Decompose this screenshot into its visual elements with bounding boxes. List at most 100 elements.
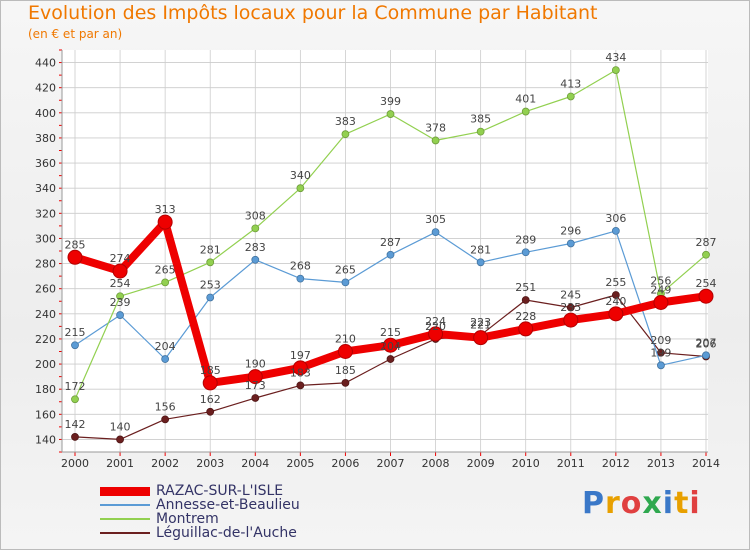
x-tick-label: 2013 bbox=[647, 457, 675, 470]
data-label: 245 bbox=[560, 289, 581, 302]
y-tick-label: 360 bbox=[35, 157, 56, 170]
data-point bbox=[698, 288, 714, 304]
data-point bbox=[251, 224, 260, 233]
data-point bbox=[247, 369, 263, 385]
data-point bbox=[341, 379, 350, 387]
data-label: 399 bbox=[380, 95, 401, 108]
data-label: 413 bbox=[560, 77, 581, 90]
data-point bbox=[611, 66, 620, 74]
data-label: 287 bbox=[380, 236, 401, 249]
data-point bbox=[202, 375, 218, 391]
legend-swatch bbox=[100, 486, 150, 496]
data-point bbox=[521, 107, 530, 116]
data-label: 215 bbox=[65, 326, 86, 339]
data-label: 221 bbox=[470, 319, 491, 332]
y-tick-label: 440 bbox=[35, 57, 56, 70]
y-tick-label: 200 bbox=[35, 358, 56, 371]
y-tick-label: 320 bbox=[35, 207, 56, 220]
data-point bbox=[431, 228, 440, 237]
data-label: 378 bbox=[425, 121, 446, 134]
data-label: 265 bbox=[155, 263, 176, 276]
data-point bbox=[431, 136, 440, 145]
data-label: 256 bbox=[650, 275, 671, 288]
data-point bbox=[292, 360, 308, 376]
data-point bbox=[518, 321, 534, 337]
x-tick-label: 2008 bbox=[422, 457, 450, 470]
data-label: 383 bbox=[335, 115, 356, 128]
data-label: 197 bbox=[290, 349, 311, 362]
data-point bbox=[71, 433, 79, 441]
data-label: 255 bbox=[605, 276, 626, 289]
data-label: 199 bbox=[650, 346, 671, 359]
data-label: 306 bbox=[605, 212, 626, 225]
x-tick-label: 2011 bbox=[557, 457, 585, 470]
data-label: 401 bbox=[515, 93, 536, 106]
x-tick-label: 2000 bbox=[61, 457, 89, 470]
data-label: 254 bbox=[110, 277, 131, 290]
data-point bbox=[341, 130, 350, 139]
proxiti-logo: Proxiti bbox=[582, 486, 701, 521]
data-label: 140 bbox=[110, 420, 131, 433]
data-label: 190 bbox=[245, 358, 266, 371]
data-label: 268 bbox=[290, 260, 311, 273]
data-label: 185 bbox=[200, 364, 221, 377]
data-point bbox=[206, 293, 215, 302]
data-label: 281 bbox=[200, 243, 221, 256]
data-point bbox=[476, 258, 485, 267]
x-tick-label: 2001 bbox=[106, 457, 134, 470]
x-tick-label: 2002 bbox=[151, 457, 179, 470]
data-label: 340 bbox=[290, 169, 311, 182]
data-label: 265 bbox=[335, 263, 356, 276]
data-label: 204 bbox=[380, 340, 401, 353]
data-label: 142 bbox=[65, 418, 86, 431]
data-point bbox=[296, 184, 305, 193]
data-label: 204 bbox=[155, 340, 176, 353]
data-label: 385 bbox=[470, 113, 491, 126]
data-label: 305 bbox=[425, 213, 446, 226]
x-tick-label: 2010 bbox=[512, 457, 540, 470]
y-tick-label: 420 bbox=[35, 82, 56, 95]
data-point bbox=[383, 337, 398, 353]
data-label: 206 bbox=[696, 338, 717, 351]
data-label: 289 bbox=[515, 233, 536, 246]
data-label: 207 bbox=[696, 336, 717, 349]
data-label: 173 bbox=[245, 379, 266, 392]
data-point bbox=[67, 249, 83, 265]
data-point bbox=[386, 110, 395, 118]
legend-label: RAZAC-SUR-L'ISLE bbox=[156, 483, 284, 499]
y-tick-label: 280 bbox=[35, 258, 56, 271]
data-point bbox=[296, 381, 305, 390]
data-point bbox=[112, 263, 128, 279]
data-label: 281 bbox=[470, 243, 491, 256]
y-tick-label: 180 bbox=[35, 383, 56, 396]
y-tick-label: 160 bbox=[35, 408, 56, 421]
y-tick-label: 220 bbox=[35, 333, 56, 346]
legend-swatch bbox=[100, 504, 150, 506]
data-label: 274 bbox=[110, 252, 131, 265]
data-point bbox=[341, 278, 350, 287]
y-tick-label: 260 bbox=[35, 283, 56, 296]
data-point bbox=[521, 248, 530, 257]
data-label: 296 bbox=[560, 224, 581, 237]
plot-area bbox=[62, 50, 708, 452]
x-tick-label: 2004 bbox=[241, 457, 269, 470]
data-label: 253 bbox=[200, 278, 221, 291]
x-tick-label: 2012 bbox=[602, 457, 630, 470]
chart-title: Evolution des Impôts locaux pour la Comm… bbox=[28, 2, 598, 24]
data-label: 434 bbox=[605, 51, 626, 64]
data-label: 283 bbox=[245, 241, 266, 254]
data-label: 172 bbox=[65, 380, 86, 393]
y-tick-label: 400 bbox=[35, 107, 56, 120]
data-label: 183 bbox=[290, 366, 311, 379]
data-point bbox=[521, 296, 530, 304]
legend-swatch bbox=[100, 532, 150, 534]
data-point bbox=[71, 395, 79, 404]
data-label: 254 bbox=[696, 277, 717, 290]
data-point bbox=[161, 355, 170, 363]
data-label: 223 bbox=[470, 316, 491, 329]
data-label: 228 bbox=[515, 310, 536, 323]
data-point bbox=[566, 239, 575, 248]
data-point bbox=[206, 258, 215, 267]
x-tick-label: 2005 bbox=[286, 457, 314, 470]
